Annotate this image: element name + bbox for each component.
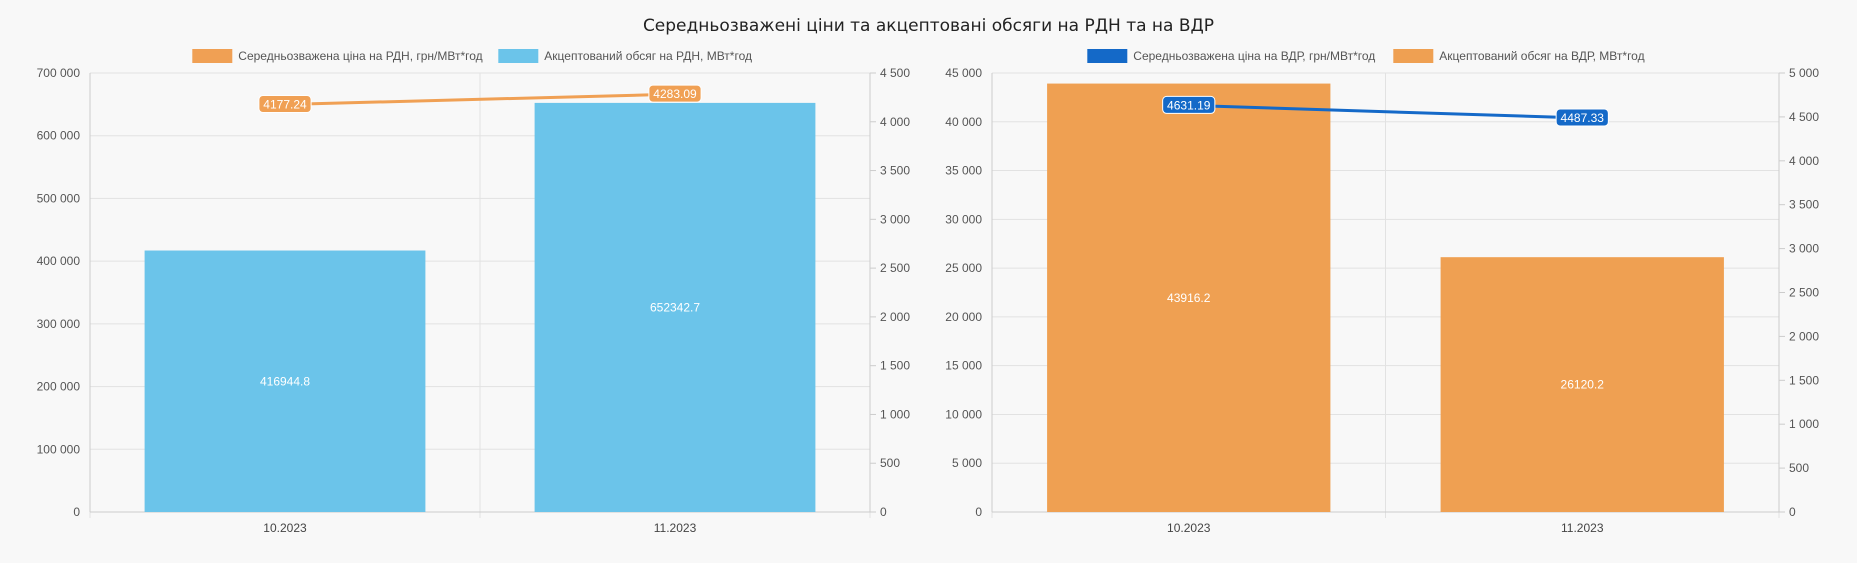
bar	[144, 250, 426, 512]
y-left-tick-label: 35 000	[945, 164, 982, 178]
y-left-tick-label: 30 000	[945, 212, 982, 226]
y-left-tick-label: 300 000	[37, 317, 81, 331]
x-tick-label: 10.2023	[263, 521, 307, 535]
y-left-tick-label: 500 000	[37, 191, 81, 205]
line-value-badge	[648, 84, 702, 103]
y-right-tick-label: 2 000	[1789, 329, 1819, 343]
legend-swatch	[192, 49, 233, 63]
x-tick-label: 11.2023	[1561, 521, 1604, 535]
bar-value-label: 26120.2	[1561, 378, 1605, 392]
y-right-tick-label: 500	[880, 456, 900, 470]
line-value-label: 4177.24	[263, 97, 307, 111]
legend-swatch	[498, 49, 539, 63]
line-value-label: 4283.09	[653, 87, 697, 101]
line-value-badge	[258, 94, 312, 113]
y-left-tick-label: 5 000	[952, 456, 982, 470]
y-right-tick-label: 1 000	[880, 407, 910, 421]
line-value-label: 4487.33	[1561, 111, 1605, 125]
line-value-badge	[1555, 108, 1609, 127]
y-right-tick-label: 0	[1789, 505, 1796, 519]
line-value-badge	[1162, 95, 1216, 114]
legend-label: Акцептований обсяг на ВДР, МВт*год	[1439, 49, 1644, 63]
y-right-tick-label: 3 500	[1789, 198, 1819, 212]
y-right-tick-label: 3 500	[880, 164, 910, 178]
y-right-tick-label: 0	[880, 505, 887, 519]
price-line	[1188, 103, 1583, 120]
y-right-tick-label: 2 000	[880, 310, 910, 324]
legend-label: Акцептований обсяг на РДН, МВт*год	[544, 49, 752, 63]
y-left-tick-label: 400 000	[37, 254, 81, 268]
y-left-tick-label: 100 000	[37, 442, 81, 456]
x-tick-label: 11.2023	[654, 521, 697, 535]
y-left-tick-label: 20 000	[945, 310, 982, 324]
y-right-tick-label: 500	[1789, 461, 1809, 475]
y-left-tick-label: 40 000	[945, 115, 982, 129]
price-line	[284, 92, 676, 106]
y-left-tick-label: 15 000	[945, 359, 982, 373]
y-right-tick-label: 3 000	[880, 212, 910, 226]
y-right-tick-label: 4 000	[1789, 154, 1819, 168]
x-tick-label: 10.2023	[1167, 521, 1211, 535]
y-left-tick-label: 0	[975, 505, 982, 519]
bar	[1047, 83, 1331, 513]
y-left-tick-label: 0	[73, 505, 80, 519]
y-right-tick-label: 4 500	[1789, 110, 1819, 124]
y-left-tick-label: 25 000	[945, 261, 982, 275]
legend-label: Середньозважена ціна на РДН, грн/МВт*год	[238, 49, 482, 63]
y-left-tick-label: 600 000	[37, 129, 81, 143]
chart-title: Середньозважені ціни та акцептовані обся…	[642, 16, 1215, 36]
y-right-tick-label: 4 500	[880, 66, 910, 80]
bar	[534, 102, 816, 512]
y-left-tick-label: 10 000	[945, 407, 982, 421]
bar-value-label: 43916.2	[1167, 291, 1211, 305]
y-right-tick-label: 2 500	[1789, 286, 1819, 300]
y-left-tick-label: 200 000	[37, 380, 81, 394]
line-value-label: 4631.19	[1167, 98, 1211, 112]
y-left-tick-label: 45 000	[945, 66, 982, 80]
bar-value-label: 416944.8	[260, 374, 310, 388]
y-right-tick-label: 5 000	[1789, 66, 1819, 80]
y-right-tick-label: 1 000	[1789, 417, 1819, 431]
legend-swatch	[1393, 49, 1434, 63]
y-left-tick-label: 700 000	[37, 66, 81, 80]
bar	[1440, 257, 1724, 512]
bar-value-label: 652342.7	[650, 300, 700, 314]
legend-swatch	[1087, 49, 1128, 63]
y-right-tick-label: 4 000	[880, 115, 910, 129]
y-right-tick-label: 2 500	[880, 261, 910, 275]
y-right-tick-label: 1 500	[880, 359, 910, 373]
legend-label: Середньозважена ціна на ВДР, грн/МВт*год	[1133, 49, 1375, 63]
y-right-tick-label: 3 000	[1789, 242, 1819, 256]
y-right-tick-label: 1 500	[1789, 373, 1819, 387]
